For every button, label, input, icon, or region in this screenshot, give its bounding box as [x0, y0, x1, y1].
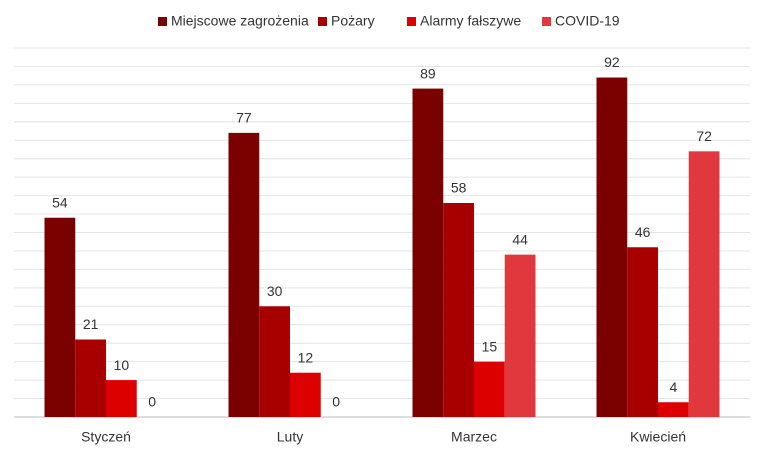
bar — [290, 372, 321, 417]
data-label: 72 — [696, 128, 712, 144]
x-tick-label: Marzec — [451, 429, 497, 445]
data-label: 54 — [52, 194, 68, 210]
data-label: 4 — [669, 379, 677, 395]
data-label: 0 — [332, 394, 340, 410]
data-label: 10 — [114, 357, 130, 373]
x-tick-label: Kwiecień — [630, 429, 686, 445]
bar — [504, 254, 536, 417]
data-label: 44 — [512, 231, 528, 247]
data-label: 46 — [635, 224, 651, 240]
bar — [106, 380, 137, 417]
data-label: 15 — [482, 338, 498, 354]
data-label: 12 — [298, 349, 314, 365]
data-label: 89 — [420, 65, 436, 81]
legend-label: COVID-19 — [555, 13, 620, 29]
legend-swatch — [318, 17, 327, 26]
legend-label: Miejscowe zagrożenia — [171, 13, 309, 29]
bar — [228, 132, 260, 417]
bar — [596, 77, 628, 418]
bar — [75, 339, 106, 417]
legend-swatch — [542, 17, 551, 26]
x-tick-label: Luty — [277, 429, 303, 445]
bar — [443, 202, 474, 417]
legend-label: Pożary — [331, 13, 375, 29]
data-label: 77 — [236, 110, 252, 126]
legend-swatch — [158, 17, 167, 26]
x-tick-label: Styczeń — [81, 429, 131, 445]
bar — [44, 217, 76, 417]
data-label: 30 — [267, 283, 283, 299]
bar — [627, 247, 658, 417]
data-label: 0 — [148, 394, 156, 410]
data-label: 92 — [604, 54, 620, 70]
bar — [474, 361, 505, 417]
legend-label: Alarmy fałszywe — [420, 13, 521, 29]
bar — [412, 88, 444, 417]
bar — [658, 402, 689, 417]
data-label: 21 — [83, 316, 99, 332]
data-label: 58 — [451, 180, 467, 196]
bar — [688, 151, 720, 417]
bar — [259, 306, 290, 417]
legend-swatch — [407, 17, 416, 26]
